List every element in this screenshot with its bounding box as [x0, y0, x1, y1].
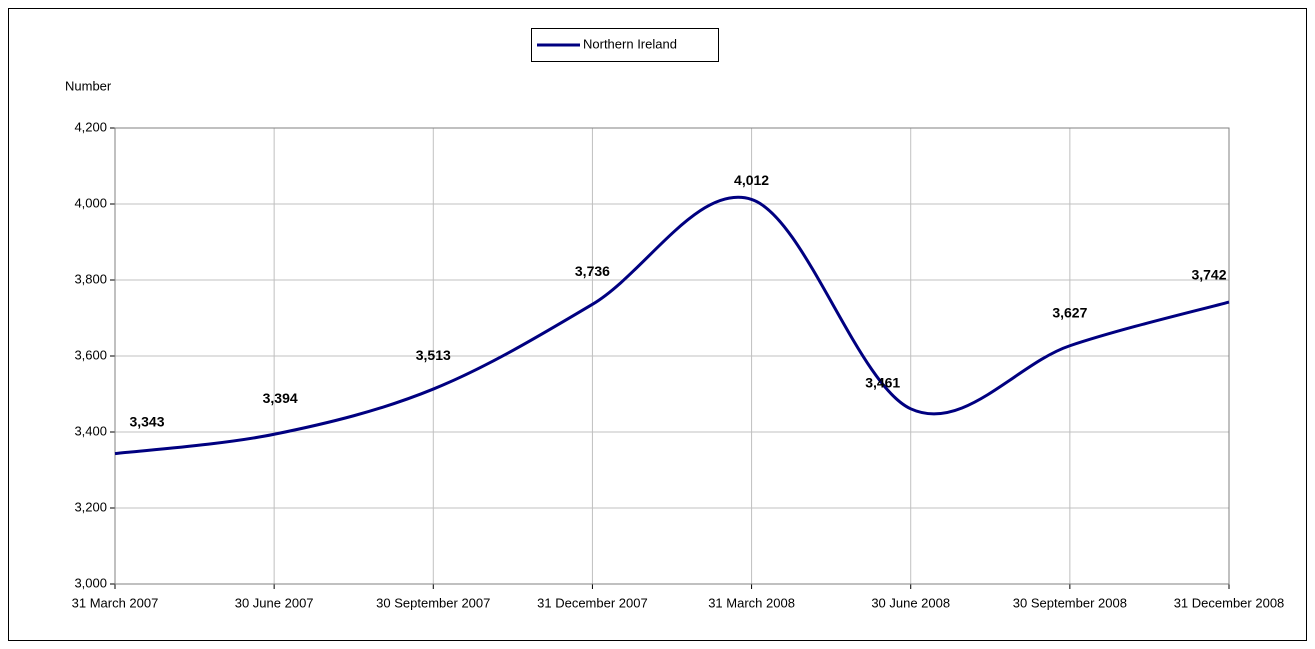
y-tick-label: 4,200 — [74, 119, 107, 134]
value-label: 3,513 — [416, 347, 451, 363]
x-tick-label: 30 June 2007 — [235, 595, 314, 610]
plot-border — [114, 127, 1230, 585]
value-label: 4,012 — [734, 172, 769, 188]
x-tick-label: 31 March 2007 — [72, 595, 159, 610]
value-label: 3,742 — [1191, 267, 1226, 283]
value-label: 3,343 — [129, 413, 164, 429]
y-tick-label: 3,800 — [74, 271, 107, 286]
y-tick-label: 3,400 — [74, 423, 107, 438]
x-tick-label: 30 September 2007 — [376, 595, 490, 610]
value-label: 3,627 — [1052, 304, 1087, 320]
x-tick-label: 31 December 2008 — [1174, 595, 1285, 610]
x-tick-label: 30 June 2008 — [871, 595, 950, 610]
value-label: 3,394 — [263, 390, 298, 406]
legend-label: Northern Ireland — [583, 36, 677, 51]
value-label: 3,461 — [865, 375, 900, 391]
x-tick-label: 31 March 2008 — [708, 595, 795, 610]
value-label: 3,736 — [575, 263, 610, 279]
series-line — [114, 195, 1230, 456]
y-axis-label: Number — [65, 78, 112, 93]
chart-frame — [8, 8, 1307, 641]
y-tick-label: 3,200 — [74, 499, 107, 514]
x-tick-label: 30 September 2008 — [1013, 595, 1127, 610]
x-tick-label: 31 December 2007 — [537, 595, 648, 610]
y-tick-label: 3,000 — [74, 575, 107, 590]
y-tick-label: 4,000 — [74, 195, 107, 210]
y-tick-label: 3,600 — [74, 347, 107, 362]
